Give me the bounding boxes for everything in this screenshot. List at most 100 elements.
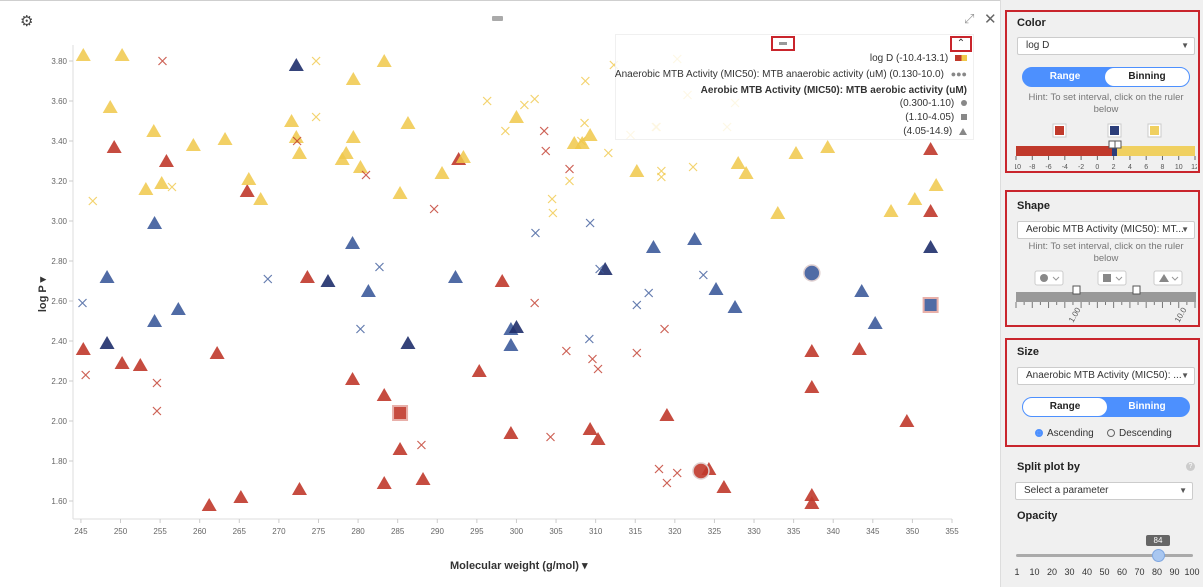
gear-icon[interactable]: ⚙ [20,13,34,30]
ascending-label: Ascending [1047,428,1094,439]
data-point-triangle [867,316,883,329]
split-select[interactable]: Select a parameter ▼ [1015,482,1193,500]
data-point-x [167,182,177,192]
descending-radio[interactable]: Descending [1107,428,1172,439]
data-point-triangle [75,342,91,355]
legend-color-entry: log D (-10.4-13.1) [870,53,967,64]
data-point-triangle [708,282,724,295]
data-point-triangle [114,356,130,369]
color-mode-toggle[interactable]: Range Binning [1022,67,1190,87]
split-select-value: Select a parameter [1024,485,1109,496]
shape-bin-triangle[interactable] [1153,270,1183,286]
opacity-tick-label: 30 [1064,567,1075,577]
x-tick-label: 285 [391,527,405,536]
expand-icon[interactable]: ⤢ [964,11,975,26]
opacity-tick-label: 60 [1116,567,1128,577]
data-point-x [530,94,540,104]
ruler-tick-label: -6 [1045,164,1051,171]
data-point-x [561,346,571,356]
data-point-triangle [727,300,743,313]
data-point-x [662,478,672,488]
question-icon[interactable]: ? [1186,462,1195,471]
size-mode-toggle[interactable]: Range Binning [1022,397,1190,417]
size-select[interactable]: Anaerobic MTB Activity (MIC50): ... ▼ [1017,367,1195,385]
y-tick-label: 2.00 [51,417,67,426]
shape-select[interactable]: Aerobic MTB Activity (MIC50): MT... ▼ [1017,221,1195,239]
y-tick-label: 2.20 [51,377,67,386]
legend-minimize-button[interactable] [771,36,795,51]
x-axis-label[interactable]: Molecular weight (g/mol) ▾ [450,560,588,572]
data-point-triangle [376,388,392,401]
data-point-triangle [147,314,163,327]
range-option[interactable]: Range [1023,398,1107,416]
x-tick-label: 315 [629,527,643,536]
color-ruler[interactable]: -10 -8 -6 -4 -2 0 2 4 6 8 10 12 [1015,122,1197,174]
data-point-triangle [455,150,471,163]
data-point-x [603,148,613,158]
x-tick-label: 305 [549,527,563,536]
y-axis-label[interactable]: log P ▾ [37,276,50,313]
shape-ruler-bar [1016,292,1196,302]
ruler-handle[interactable] [1072,285,1081,295]
data-point-x [311,56,321,66]
data-point-triangle [291,146,307,159]
ruler-tick-label: 6 [1144,164,1148,171]
data-point-x [417,440,426,450]
minimize-handle[interactable] [492,16,503,21]
shape-bin-square[interactable] [1097,270,1127,286]
data-point-triangle [851,342,867,355]
binning-option[interactable]: Binning [1105,68,1189,86]
binning-option[interactable]: Binning [1128,401,1166,412]
ruler-handle[interactable] [1132,285,1141,295]
ascending-radio[interactable]: Ascending [1035,428,1094,439]
data-point-square [392,405,409,421]
y-tick-label: 2.80 [51,257,67,266]
x-tick-label: 255 [153,527,167,536]
data-point-x [593,364,603,374]
shape-card: Shape Aerobic MTB Activity (MIC50): MT..… [1005,190,1200,327]
color-hint: Hint: To set interval, click on the rule… [1028,92,1184,115]
shape-bin-circle[interactable] [1034,270,1064,286]
data-point-triangle [659,408,675,421]
data-point-triangle [102,100,118,113]
ruler-tick-label: 4 [1128,164,1132,171]
opacity-tick-label: 50 [1099,567,1110,577]
data-point-triangle [345,130,361,143]
color-select[interactable]: log D ▼ [1017,37,1195,55]
data-point-triangle [582,128,598,141]
data-point-x [656,166,666,176]
ruler-handle[interactable] [1108,140,1116,149]
bin-swatch-yellow [1150,126,1159,135]
data-point-x [78,298,87,308]
close-icon[interactable]: ✕ [984,11,997,28]
caret-down-icon: ▼ [1181,371,1189,380]
x-tick-label: 345 [866,527,880,536]
data-point-triangle [147,216,163,229]
data-point-triangle [738,166,754,179]
data-point-x [580,76,590,86]
data-point-circle [692,462,710,480]
opacity-slider-handle[interactable] [1152,549,1165,562]
data-point-triangle [201,498,217,511]
data-point-triangle [138,182,154,195]
x-tick-label: 295 [470,527,484,536]
data-point-triangle [923,142,939,155]
radio-unchecked-icon [1107,429,1115,437]
ruler-tick-label: 8 [1161,164,1165,171]
legend-color-swatch [955,55,967,62]
opacity-tick-label: 90 [1169,567,1180,577]
opacity-value-badge: 84 [1146,535,1170,546]
data-point-triangle [923,204,939,217]
data-point-triangle [284,114,300,127]
data-point-triangle [645,240,661,253]
data-point-triangle [907,192,923,205]
data-point-triangle [508,320,524,333]
descending-label: Descending [1119,428,1172,439]
ruler-handle[interactable] [1114,140,1122,149]
opacity-tick-label: 10 [1029,567,1040,577]
range-option[interactable]: Range [1049,71,1081,82]
legend-shape-entry: (4.05-14.9) [903,126,967,137]
opacity-track[interactable] [1016,554,1193,557]
chevron-up-icon[interactable]: ⌃ [950,36,972,52]
shape-ruler[interactable]: 1.00 10.0 [1015,270,1197,326]
